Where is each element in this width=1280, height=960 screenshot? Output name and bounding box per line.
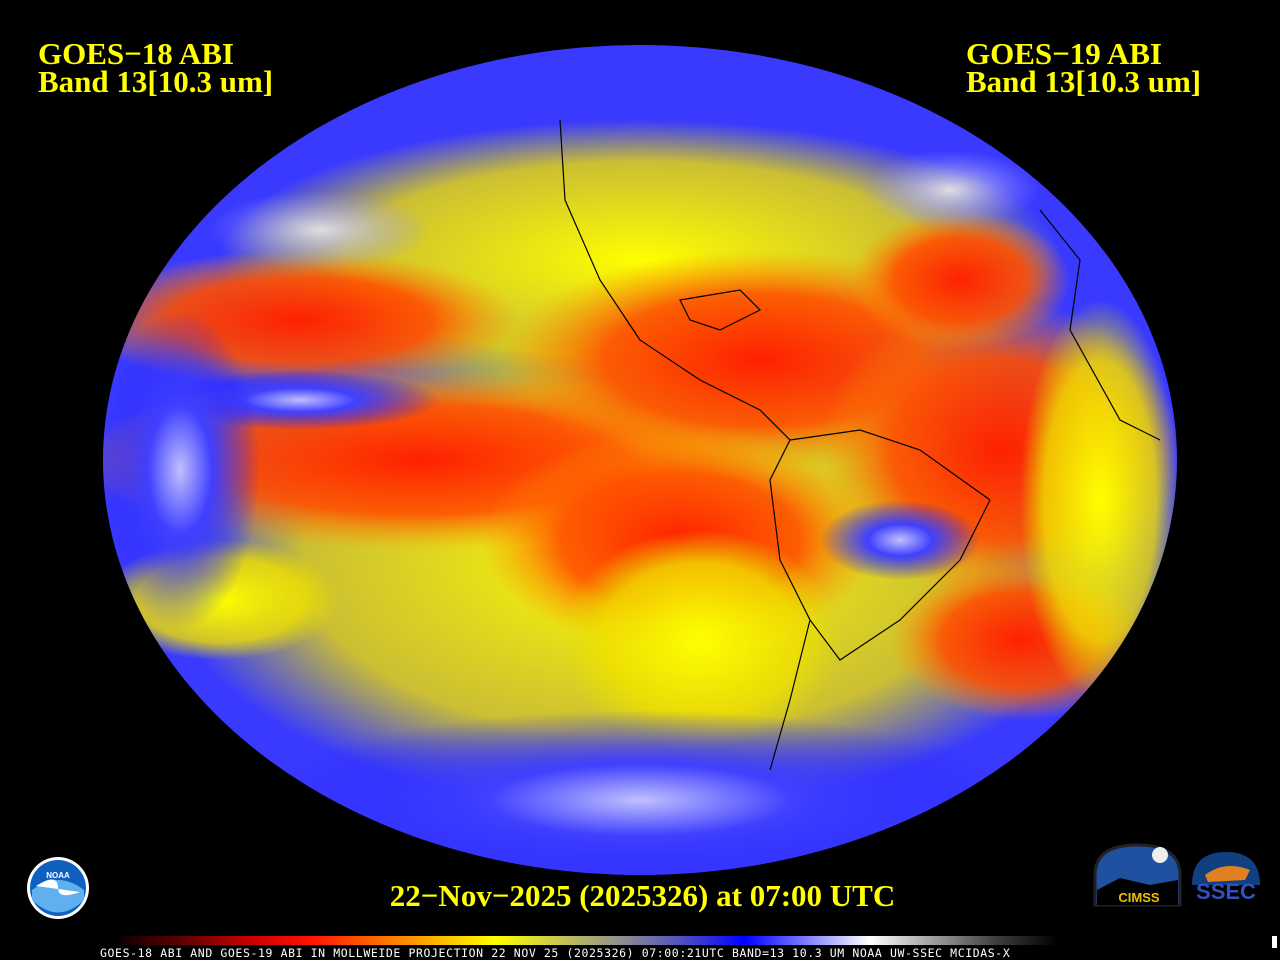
footer-caption: GOES-18 ABI AND GOES-19 ABI IN MOLLWEIDE… <box>100 946 1011 960</box>
right-band: Band 13[10.3 um] <box>966 64 1202 99</box>
left-satellite-label: GOES−18 ABI Band 13[10.3 um] <box>38 36 274 99</box>
timestamp: 22−Nov−2025 (2025326) at 07:00 UTC <box>389 878 896 913</box>
right-satellite-label: GOES−19 ABI Band 13[10.3 um] <box>966 36 1202 99</box>
left-band: Band 13[10.3 um] <box>38 64 274 99</box>
cursor-marker <box>1272 936 1277 948</box>
right-satellite-name: GOES−19 ABI <box>966 36 1162 71</box>
color-bar <box>120 936 1057 945</box>
coastlines <box>559 119 1161 771</box>
left-satellite-name: GOES−18 ABI <box>38 36 234 71</box>
globe <box>103 45 1177 875</box>
